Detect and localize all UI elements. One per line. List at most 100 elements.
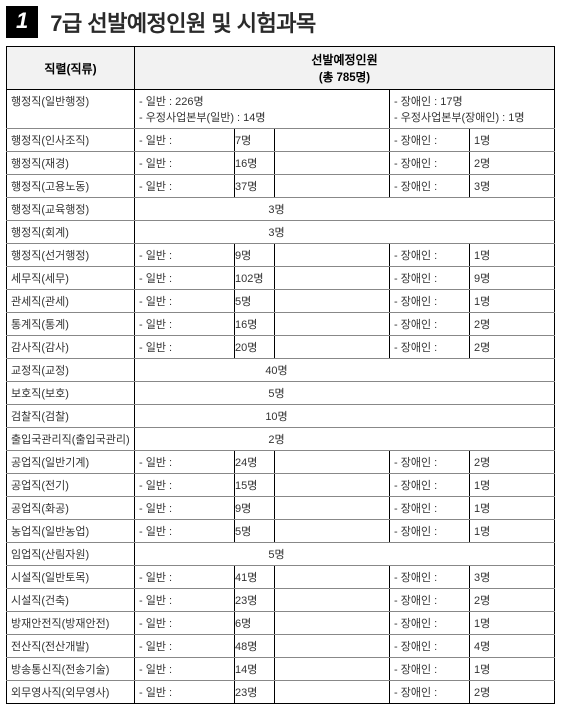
gen-label: - 일반 :	[135, 129, 235, 152]
dis-value: 2명	[470, 589, 555, 612]
table-row: 방재안전직(방재안전)- 일반 :6명- 장애인 :1명	[7, 612, 555, 635]
gen-label: - 일반 :	[135, 497, 235, 520]
category-cell: 행정직(재경)	[7, 152, 135, 175]
dis-value: 2명	[470, 681, 555, 704]
dis-label: - 장애인 :	[390, 129, 470, 152]
gen-label: - 일반 :	[135, 175, 235, 198]
gen-label: - 일반 :	[135, 589, 235, 612]
dis-label: - 장애인 :	[390, 681, 470, 704]
table-row: 행정직(인사조직)- 일반 :7명- 장애인 :1명	[7, 129, 555, 152]
category-cell: 행정직(일반행정)	[7, 90, 135, 129]
spacer	[275, 313, 390, 336]
table-row: 관세직(관세)- 일반 :5명- 장애인 :1명	[7, 290, 555, 313]
gen-value: 16명	[235, 313, 275, 336]
category-cell: 보호직(보호)	[7, 382, 135, 405]
table-row: 세무직(세무)- 일반 :102명- 장애인 :9명	[7, 267, 555, 290]
dis-label: - 장애인 :	[390, 474, 470, 497]
gen-label: - 일반 :	[135, 681, 235, 704]
table-row: 공업직(전기)- 일반 :15명 - 장애인 :1명	[7, 474, 555, 497]
dis-value: 3명	[470, 175, 555, 198]
dis-value: 1명	[470, 474, 555, 497]
category-cell: 시설직(일반토목)	[7, 566, 135, 589]
gen-value: 48명	[235, 635, 275, 658]
gen-value: 37명	[235, 175, 275, 198]
th-count-top: 선발예정인원	[135, 47, 555, 70]
dis-label: - 장애인 :	[390, 152, 470, 175]
count-cell-center: 3명	[135, 198, 555, 221]
gen-label: - 일반 :	[135, 313, 235, 336]
postal-dis-line: - 우정사업본부(장애인) : 1명	[394, 109, 550, 125]
spacer	[275, 497, 390, 520]
gen-label: - 일반 :	[135, 267, 235, 290]
spacer	[275, 152, 390, 175]
dis-label: - 장애인 :	[390, 589, 470, 612]
table-row: 시설직(일반토목)- 일반 :41명- 장애인 :3명	[7, 566, 555, 589]
gen-value: 9명	[235, 497, 275, 520]
postal-gen-line: - 우정사업본부(일반) : 14명	[139, 109, 385, 125]
category-cell: 공업직(화공)	[7, 497, 135, 520]
gen-value: 102명	[235, 267, 275, 290]
dis-label: - 장애인 :	[390, 451, 470, 474]
dis-label: - 장애인 :	[390, 612, 470, 635]
dis-label: - 장애인 :	[390, 313, 470, 336]
dis-value: 1명	[470, 520, 555, 543]
dis-value: 1명	[470, 497, 555, 520]
dis-value: 2명	[470, 451, 555, 474]
category-cell: 공업직(전기)	[7, 474, 135, 497]
category-cell: 행정직(인사조직)	[7, 129, 135, 152]
category-cell: 행정직(선거행정)	[7, 244, 135, 267]
gen-label: - 일반 :	[135, 451, 235, 474]
gen-value: 23명	[235, 681, 275, 704]
spacer	[275, 681, 390, 704]
table-row: 행정직(선거행정)- 일반 :9명- 장애인 :1명	[7, 244, 555, 267]
gen-label: - 일반 :	[135, 474, 235, 497]
th-category: 직렬(직류)	[7, 47, 135, 90]
gen-label: - 일반 :	[135, 635, 235, 658]
table-row: 방송통신직(전송기술)- 일반 :14명- 장애인 :1명	[7, 658, 555, 681]
spacer	[275, 267, 390, 290]
spacer	[275, 589, 390, 612]
table-row: 행정직(교육행정)3명	[7, 198, 555, 221]
dis-value: 4명	[470, 635, 555, 658]
dis-line: - 장애인 : 17명	[394, 93, 550, 109]
spacer	[275, 451, 390, 474]
dis-value: 2명	[470, 336, 555, 359]
spacer	[275, 244, 390, 267]
gen-label: - 일반 :	[135, 520, 235, 543]
table-row: 행정직(고용노동)- 일반 :37명- 장애인 :3명	[7, 175, 555, 198]
gen-value: 24명	[235, 451, 275, 474]
count-cell-left: - 일반 : 226명- 우정사업본부(일반) : 14명	[135, 90, 390, 129]
section-title: 7급 선발예정인원 및 시험과목	[50, 6, 315, 38]
count-cell-center: 40명	[135, 359, 555, 382]
category-cell: 통계직(통계)	[7, 313, 135, 336]
table-row: 검찰직(검찰)10명	[7, 405, 555, 428]
count-cell-center: 5명	[135, 382, 555, 405]
recruitment-table: 직렬(직류) 선발예정인원 (총 785명) 행정직(일반행정)- 일반 : 2…	[6, 46, 555, 704]
spacer	[275, 612, 390, 635]
spacer	[275, 129, 390, 152]
dis-value: 2명	[470, 313, 555, 336]
category-cell: 감사직(감사)	[7, 336, 135, 359]
gen-value: 14명	[235, 658, 275, 681]
count-cell-center: 10명	[135, 405, 555, 428]
spacer	[275, 520, 390, 543]
category-cell: 전산직(전산개발)	[7, 635, 135, 658]
dis-value: 1명	[470, 612, 555, 635]
dis-value: 3명	[470, 566, 555, 589]
gen-value: 15명	[235, 474, 275, 497]
spacer	[275, 566, 390, 589]
category-cell: 행정직(고용노동)	[7, 175, 135, 198]
gen-label: - 일반 :	[135, 612, 235, 635]
spacer	[275, 290, 390, 313]
dis-value: 1명	[470, 129, 555, 152]
dis-label: - 장애인 :	[390, 520, 470, 543]
category-cell: 외무영사직(외무영사)	[7, 681, 135, 704]
gen-value: 41명	[235, 566, 275, 589]
gen-value: 6명	[235, 612, 275, 635]
table-row: 보호직(보호)5명	[7, 382, 555, 405]
dis-label: - 장애인 :	[390, 244, 470, 267]
gen-value: 20명	[235, 336, 275, 359]
gen-label: - 일반 :	[135, 290, 235, 313]
category-cell: 교정직(교정)	[7, 359, 135, 382]
category-cell: 행정직(교육행정)	[7, 198, 135, 221]
